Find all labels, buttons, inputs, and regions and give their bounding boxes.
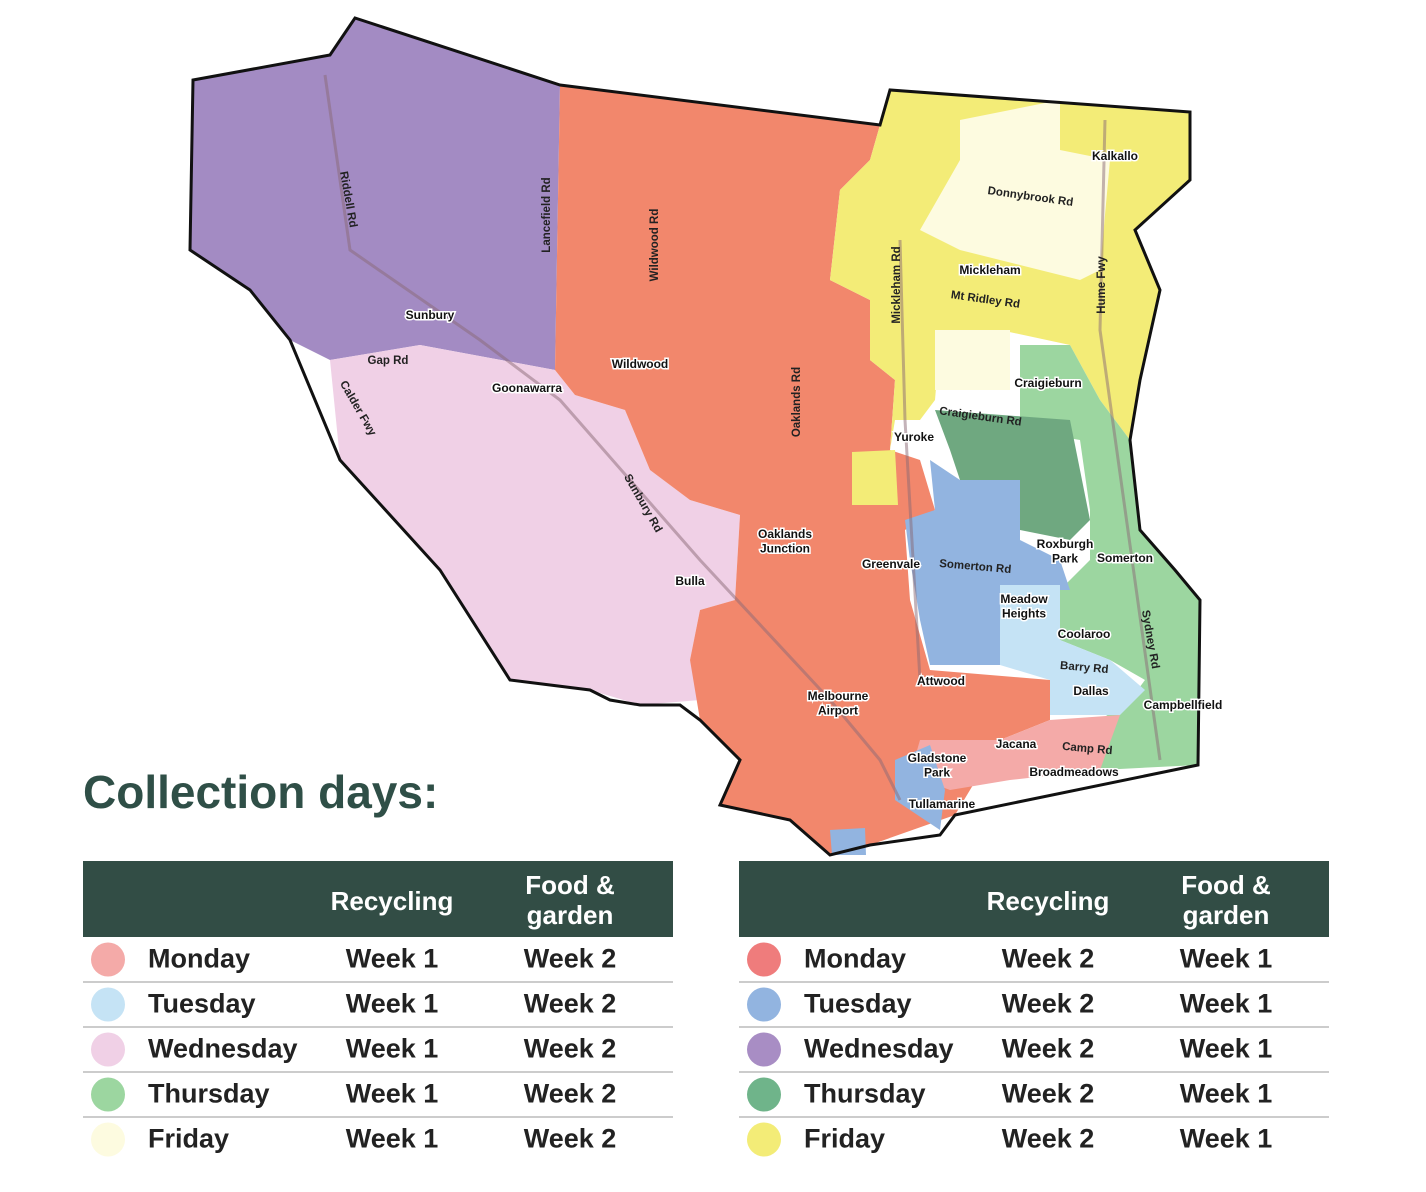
column-header: Food & garden [525,870,615,930]
place-label: Campbellfield [1144,698,1223,712]
place-label: Coolaroo [1058,627,1111,641]
place-label: Somerton [1097,551,1153,565]
table-cell: Week 2 [524,1079,617,1109]
day-swatch [91,1032,125,1067]
region-monday [555,85,1050,855]
column-header: Recycling [331,886,454,916]
region-friday-light [935,330,1010,390]
boundary [188,16,1202,857]
table-cell: Week 2 [524,989,617,1019]
road-label: Mickleham Rd [891,246,903,323]
place-label: Tullamarine [909,797,976,811]
region-tuesday [905,460,1070,665]
place-label: Yuroke [894,430,934,444]
map [188,16,1202,857]
table-cell: Week 1 [346,989,439,1019]
place-label: Roxburgh Park [1037,537,1094,565]
table-cell: Friday [148,1124,229,1154]
column-header: Recycling [987,886,1110,916]
table-cell: Monday [804,944,906,974]
table-cell: Wednesday [804,1034,954,1064]
table-cell: Week 2 [524,944,617,974]
table-cell: Week 1 [346,1079,439,1109]
day-swatch [91,1122,125,1157]
region-thursday-light [1020,345,1200,770]
table-cell: Wednesday [148,1034,298,1064]
region-wednesday-light [330,345,740,705]
day-swatch [91,942,125,977]
place-label: Attwood [917,674,965,688]
table-cell: Week 1 [346,1124,439,1154]
table-cell: Week 1 [346,944,439,974]
schedule-table: Recycling Food & garden Monday Week 1 Week 2 T… [83,861,673,1157]
place-label: Melbourne Airport [808,689,869,717]
place-label: Jacana [996,737,1037,751]
table-cell: Week 1 [346,1034,439,1064]
place-label: Dallas [1073,684,1109,698]
major-roads [323,74,1162,801]
day-swatch [91,987,125,1022]
place-label: Goonawarra [492,381,562,395]
table-cell: Thursday [804,1079,926,1109]
place-label: Craigieburn [1014,376,1081,390]
table-cell: Week 1 [1180,944,1273,974]
table-cell: Tuesday [804,989,912,1019]
table-header [83,861,673,937]
table-cell: Thursday [148,1079,270,1109]
road-label: Camp Rd [1062,741,1113,757]
day-swatch [747,987,781,1022]
road-label: Barry Rd [1060,660,1109,676]
road-label: Wildwood Rd [649,209,661,282]
road-label: Gap Rd [368,355,409,367]
place-label: Mickleham [959,263,1020,277]
region-thursday [935,410,1090,540]
schedule-table: Recycling Food & garden Monday Week 2 Week 1 T… [739,861,1329,1157]
table-cell: Week 2 [1002,1034,1095,1064]
region-wednesday [190,18,560,370]
day-swatch [91,1077,125,1112]
day-swatch [747,942,781,977]
table-cell: Week 2 [1002,1079,1095,1109]
region-friday [852,450,898,505]
table-header [739,861,1329,937]
region-tuesday-light [1000,585,1145,715]
place-label: Gladstone Park [908,751,967,779]
table-cell: Week 2 [524,1034,617,1064]
tables: Recycling Food & garden Monday Week 1 Week 2 T… [83,861,1329,1157]
table-cell: Week 1 [1180,1079,1273,1109]
table-cell: Monday [148,944,250,974]
day-swatch [747,1077,781,1112]
place-label: Broadmeadows [1029,765,1119,779]
column-header: Food & garden [1181,870,1271,930]
heading: Collection days: [83,766,438,818]
place-label: Bulla [675,574,705,588]
table-cell: Week 1 [1180,1034,1273,1064]
road-label: Lancefield Rd [541,177,553,252]
region-monday-light [910,715,1120,790]
place-label: Kalkallo [1092,149,1138,163]
place-label: Wildwood [612,357,669,371]
region-tuesday [895,745,945,830]
table-cell: Friday [804,1124,885,1154]
place-label: Oaklands Junction [758,527,812,555]
place-label: Greenvale [862,557,920,571]
table-cell: Week 2 [524,1124,617,1154]
table-cell: Week 2 [1002,989,1095,1019]
table-cell: Week 2 [1002,944,1095,974]
place-label: Meadow Heights [1000,592,1048,620]
table-cell: Week 1 [1180,989,1273,1019]
place-label: Sunbury [406,308,455,322]
day-swatch [747,1032,781,1067]
road-label: Oaklands Rd [791,367,803,437]
road-label: Hume Fwy [1096,256,1108,314]
table-cell: Week 1 [1180,1124,1273,1154]
table-cell: Week 2 [1002,1124,1095,1154]
day-swatch [747,1122,781,1157]
region-friday-light [920,100,1110,280]
table-cell: Tuesday [148,989,256,1019]
